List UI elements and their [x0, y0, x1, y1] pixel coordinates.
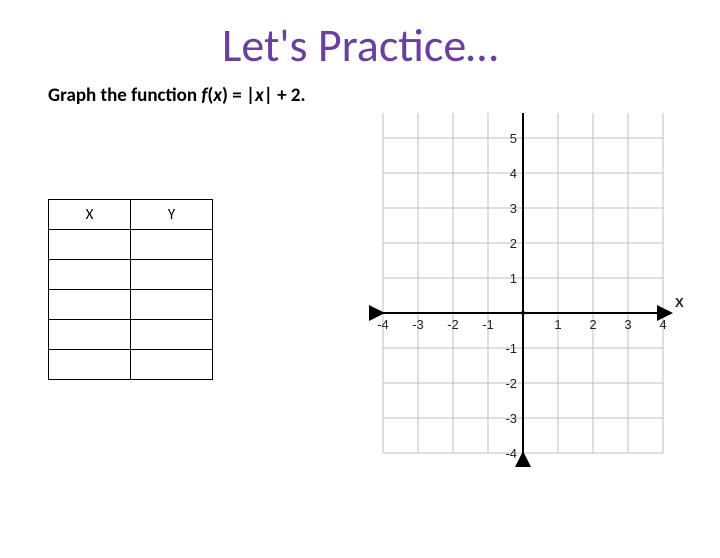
table-cell — [49, 290, 131, 320]
svg-text:3: 3 — [510, 201, 517, 216]
svg-text:2: 2 — [510, 236, 517, 251]
svg-text:3: 3 — [624, 317, 631, 332]
table-row — [49, 320, 213, 350]
svg-text:-3: -3 — [412, 317, 424, 332]
svg-text:-3: -3 — [505, 411, 517, 426]
table-cell — [49, 320, 131, 350]
table-cell — [131, 320, 213, 350]
svg-text:-4: -4 — [505, 446, 517, 461]
table-cell — [49, 350, 131, 380]
prompt-after: ) = | — [222, 84, 255, 107]
table-row — [49, 350, 213, 380]
svg-text:2: 2 — [589, 317, 596, 332]
table-header-row: X Y — [49, 200, 213, 230]
coordinate-graph: -4-3-2-1123412345678-1-2-3-4XY — [358, 113, 688, 493]
col-x-header: X — [49, 200, 131, 230]
xy-table: X Y — [48, 199, 213, 380]
table-cell — [131, 290, 213, 320]
svg-text:1: 1 — [510, 271, 517, 286]
prompt-x2: x — [255, 84, 264, 107]
col-y-header: Y — [131, 200, 213, 230]
svg-text:-4: -4 — [377, 317, 389, 332]
table-body — [49, 230, 213, 380]
svg-text:-1: -1 — [505, 341, 517, 356]
prompt-prefix: Graph the function — [48, 84, 201, 107]
table-row — [49, 230, 213, 260]
graph-svg: -4-3-2-1123412345678-1-2-3-4XY — [358, 113, 688, 488]
table-row — [49, 260, 213, 290]
table-cell — [131, 230, 213, 260]
prompt-tail: | + 2. — [264, 84, 306, 107]
table-cell — [131, 260, 213, 290]
prompt-x: x — [213, 84, 222, 107]
page-title: Let's Practice… — [0, 18, 720, 74]
svg-text:1: 1 — [554, 317, 561, 332]
svg-text:-1: -1 — [482, 317, 494, 332]
table-row — [49, 290, 213, 320]
svg-text:-2: -2 — [447, 317, 459, 332]
table-cell — [49, 260, 131, 290]
table-cell — [49, 230, 131, 260]
svg-text:-2: -2 — [505, 376, 517, 391]
table-cell — [131, 350, 213, 380]
svg-text:4: 4 — [510, 166, 517, 181]
svg-text:X: X — [675, 295, 684, 310]
svg-text:4: 4 — [659, 317, 666, 332]
svg-text:5: 5 — [510, 131, 517, 146]
prompt-text: Graph the function f(x) = |x| + 2. — [48, 84, 720, 107]
